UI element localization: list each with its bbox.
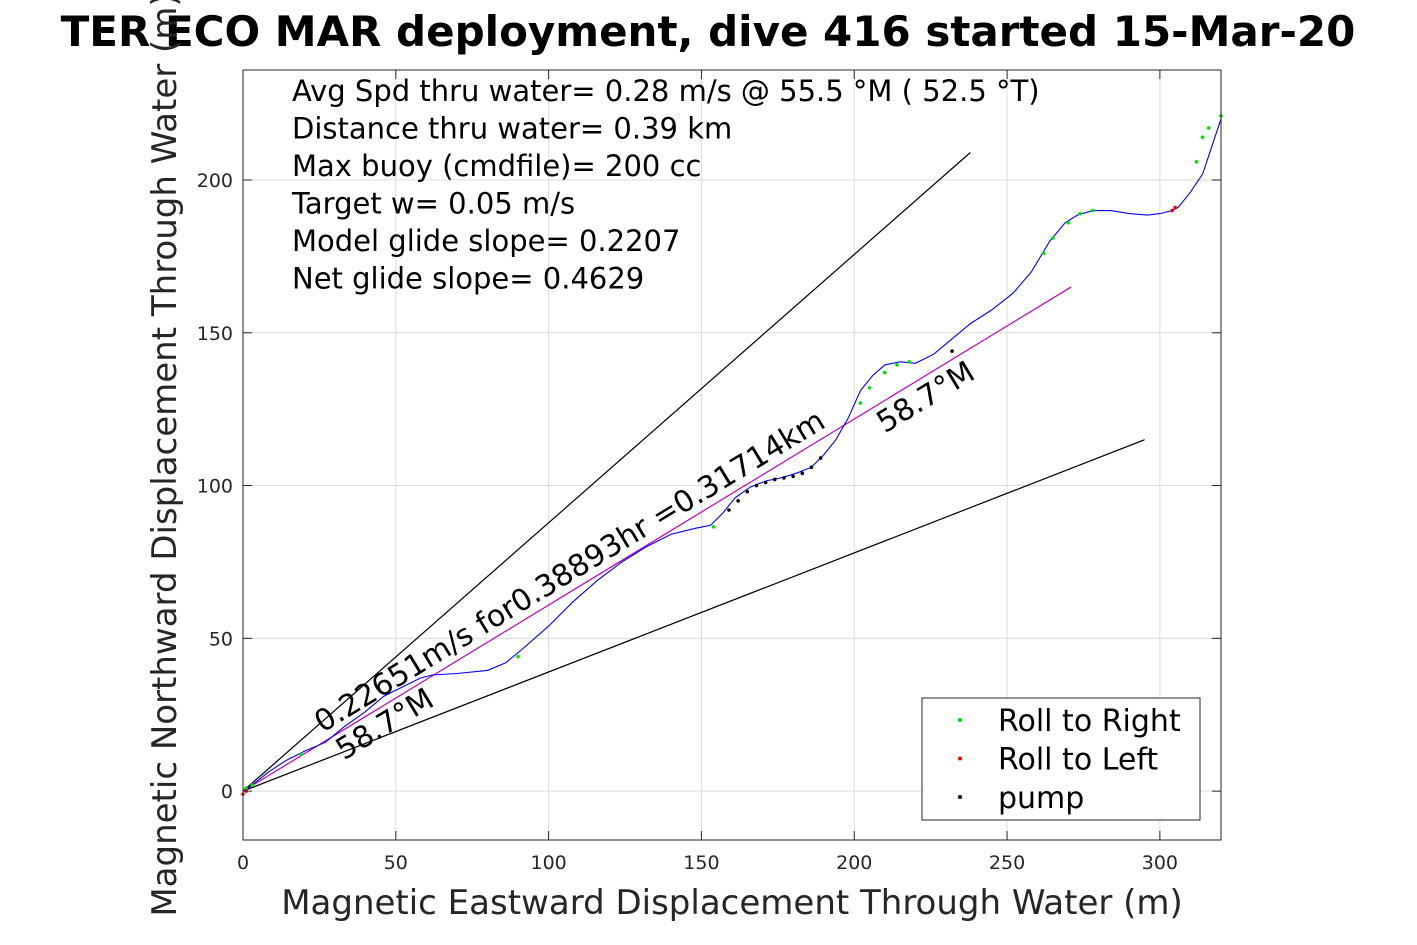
y-tick-label: 50 bbox=[209, 628, 233, 650]
point-roll-to-right bbox=[1041, 251, 1046, 256]
x-tick-label: 150 bbox=[683, 852, 719, 874]
point-pump bbox=[736, 499, 740, 503]
legend-box bbox=[921, 697, 1201, 821]
point-pump bbox=[782, 476, 786, 480]
y-axis-label: Magnetic Northward Displacement Through … bbox=[145, 0, 185, 917]
point-roll-to-right bbox=[1206, 126, 1211, 130]
stat-line: Model glide slope= 0.2207 bbox=[292, 224, 680, 258]
x-tick-label: 250 bbox=[989, 852, 1025, 874]
point-roll-to-right bbox=[907, 360, 912, 364]
point-roll-to-right bbox=[867, 385, 872, 390]
y-tick-label: 0 bbox=[221, 781, 233, 803]
point-pump bbox=[950, 349, 954, 353]
point-pump bbox=[791, 474, 795, 479]
legend-label: pump bbox=[998, 781, 1084, 816]
stat-line: Distance thru water= 0.39 km bbox=[292, 112, 732, 146]
glider-track bbox=[242, 118, 1222, 792]
legend-marker bbox=[958, 795, 962, 799]
point-roll-to-right bbox=[895, 363, 899, 367]
point-roll-to-right bbox=[1066, 220, 1070, 225]
stat-line: Max buoy (cmdfile)= 200 cc bbox=[292, 149, 701, 183]
axis-ticks: 0 50 100 150 200 250 300 0 50 100 150 200 bbox=[197, 70, 1221, 874]
point-roll-to-right bbox=[1194, 159, 1199, 164]
point-pump bbox=[754, 483, 759, 488]
reference-line-lower bbox=[242, 439, 1145, 792]
point-roll-to-right bbox=[1078, 211, 1083, 216]
stat-line: Avg Spd thru water= 0.28 m/s @ 55.5 °M (… bbox=[292, 74, 1040, 108]
legend-marker bbox=[958, 718, 962, 722]
x-tick-label: 100 bbox=[530, 852, 566, 874]
point-roll-to-right bbox=[244, 786, 248, 790]
reference-lines bbox=[242, 152, 1145, 792]
x-axis-label: Magnetic Eastward Displacement Through W… bbox=[281, 883, 1183, 923]
point-pump bbox=[772, 477, 777, 482]
point-roll-to-right bbox=[711, 525, 716, 529]
plot-frame bbox=[242, 69, 1222, 841]
track-line bbox=[242, 118, 1222, 792]
point-pump bbox=[809, 465, 814, 470]
stats-text-block: Avg Spd thru water= 0.28 m/s @ 55.5 °M (… bbox=[291, 74, 1040, 296]
legend-label: Roll to Right bbox=[998, 704, 1181, 739]
y-tick-label: 100 bbox=[197, 476, 233, 498]
y-tick-label: 200 bbox=[197, 170, 233, 192]
reference-line-upper bbox=[242, 152, 971, 792]
point-roll-to-right bbox=[1090, 208, 1095, 213]
x-tick-label: 50 bbox=[384, 852, 408, 874]
point-pump bbox=[800, 471, 805, 476]
point-roll-to-right bbox=[250, 783, 254, 787]
point-roll-to-right bbox=[516, 654, 520, 659]
point-roll-to-right bbox=[883, 370, 887, 375]
point-pump bbox=[763, 480, 768, 485]
x-tick-label: 300 bbox=[1142, 852, 1178, 874]
reference-line-net-displacement bbox=[242, 286, 1072, 792]
chart-title: TER ECO MAR deployment, dive 416 started… bbox=[61, 7, 1356, 56]
point-pump bbox=[745, 489, 750, 494]
legend-label: Roll to Left bbox=[998, 743, 1158, 778]
point-roll-to-left bbox=[1170, 208, 1174, 213]
point-roll-to-right bbox=[858, 401, 863, 405]
y-tick-label: 150 bbox=[197, 323, 233, 345]
x-tick-label: 200 bbox=[836, 852, 872, 874]
legend-marker bbox=[958, 756, 962, 761]
stat-line: Net glide slope= 0.4629 bbox=[292, 262, 644, 296]
point-roll-to-right bbox=[1200, 135, 1205, 140]
data-points bbox=[241, 114, 1223, 796]
point-roll-to-left bbox=[1173, 205, 1177, 210]
point-pump bbox=[818, 456, 823, 460]
point-pump bbox=[727, 508, 731, 512]
stat-line: Target w= 0.05 m/s bbox=[291, 187, 575, 221]
point-roll-to-right bbox=[1051, 236, 1055, 240]
point-roll-to-right bbox=[299, 752, 303, 757]
x-tick-label: 0 bbox=[237, 852, 249, 874]
